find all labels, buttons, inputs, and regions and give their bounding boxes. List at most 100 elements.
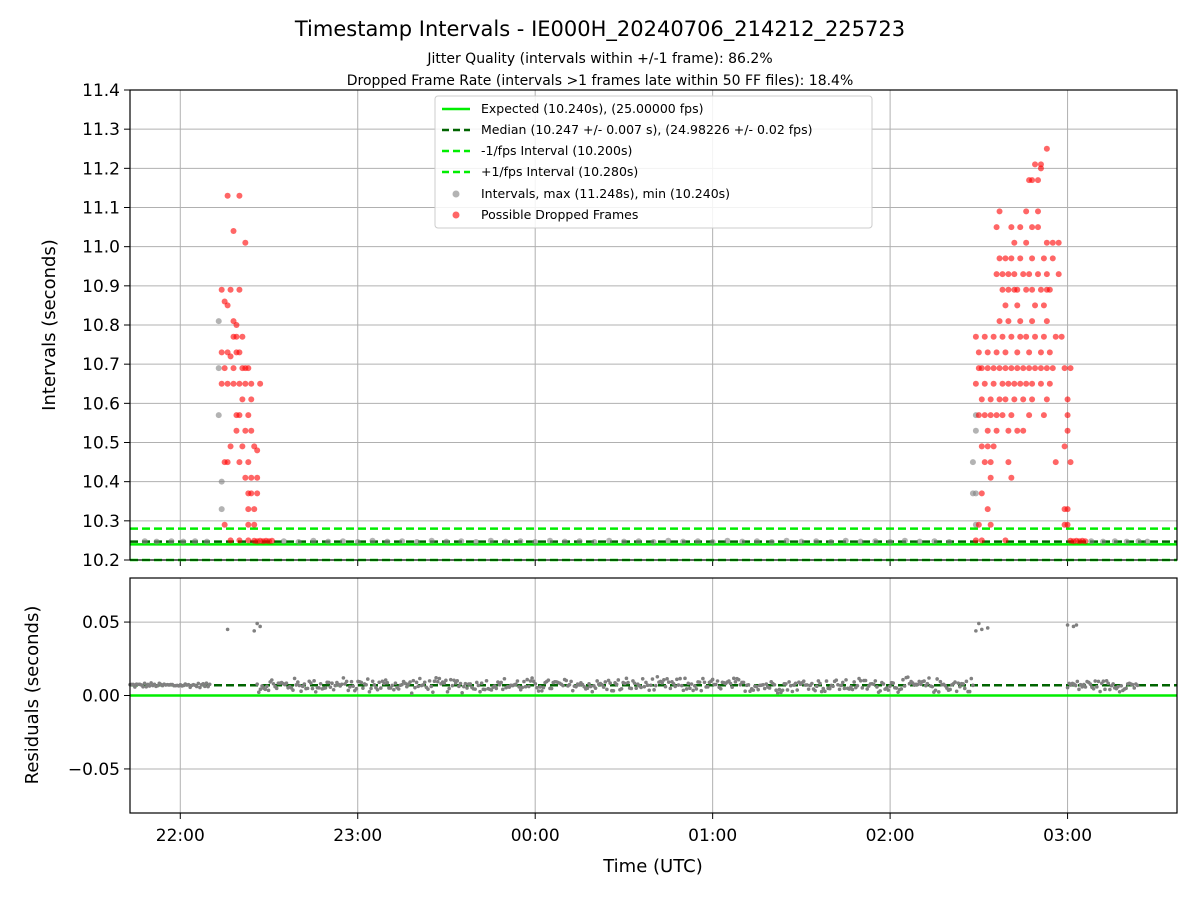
residual-point (405, 684, 409, 689)
dropped-frame-point (1040, 412, 1047, 419)
interval-point (215, 412, 222, 419)
residual-point (865, 687, 869, 691)
residual-point (616, 678, 621, 682)
residual-point (196, 681, 201, 686)
dropped-frame-point (1020, 427, 1027, 434)
residual-point (569, 679, 573, 684)
residual-point (741, 680, 746, 685)
interval-point (768, 538, 775, 545)
interval-point (369, 537, 376, 544)
residual-point (806, 687, 811, 691)
residual-point (514, 682, 518, 686)
residual-point (1075, 679, 1080, 684)
residual-point (265, 684, 269, 689)
residual-point (499, 680, 503, 685)
residual-point (787, 680, 791, 684)
dropped-frame-point (239, 443, 246, 450)
interval-point (280, 538, 287, 545)
interval-point (218, 506, 225, 513)
dropped-frame-point (990, 333, 997, 340)
residual-point (421, 683, 425, 687)
residual-point (652, 688, 656, 692)
residual-point (1106, 681, 1111, 686)
dropped-frame-point (1023, 286, 1030, 293)
residual-point (284, 681, 289, 685)
interval-point (620, 538, 627, 545)
dropped-frame-point (1029, 255, 1036, 262)
residual-point (906, 675, 910, 679)
residual-point (785, 688, 790, 692)
dropped-frame-point (1005, 271, 1012, 278)
interval-point (872, 538, 879, 545)
residual-point (736, 677, 741, 682)
dropped-frame-point (221, 365, 228, 372)
dropped-frame-point (1002, 365, 1009, 372)
residual-point (881, 682, 886, 686)
dropped-frame-point (221, 521, 228, 528)
residual-point (915, 682, 920, 687)
dropped-frame-point (1008, 224, 1015, 231)
interval-point (576, 538, 583, 545)
residual-point (751, 688, 756, 692)
legend-intervals: Intervals, max (11.248s), min (10.240s) (481, 186, 730, 201)
dropped-frame-point (245, 521, 252, 528)
legend: Expected (10.240s), (25.00000 fps) Media… (434, 95, 873, 229)
residual-point (814, 684, 819, 689)
dropped-frame-point (239, 396, 246, 403)
residual-point (585, 686, 590, 691)
dropped-frame-point (254, 474, 261, 481)
dropped-frame-point (1052, 333, 1059, 340)
residual-point (258, 687, 263, 691)
residual-point (299, 689, 303, 694)
dropped-frame-point (981, 380, 988, 387)
dropped-frame-point (984, 443, 991, 450)
residuals-y-tick-label: 0.00 (82, 687, 120, 707)
residual-point (323, 686, 328, 690)
residual-point (967, 689, 972, 694)
residual-point (624, 676, 629, 681)
residual-point (367, 690, 372, 694)
dropped-frame-point (1034, 177, 1041, 184)
residual-point (933, 688, 938, 693)
dropped-frame-point (1040, 255, 1047, 262)
residual-outlier-point (974, 629, 978, 633)
residual-point (1124, 686, 1128, 691)
residual-point (312, 679, 316, 683)
chart-subtitle-jitter: Jitter Quality (intervals within +/-1 fr… (426, 51, 772, 67)
residual-point (452, 678, 456, 683)
residual-point (392, 688, 396, 692)
residual-point (302, 682, 307, 686)
residual-point (426, 687, 430, 691)
dropped-frame-point (987, 412, 994, 419)
dropped-frame-point (1034, 224, 1041, 231)
dropped-frame-point (1005, 459, 1012, 466)
dropped-frame-point (242, 474, 249, 481)
interval-point (310, 537, 317, 544)
interval-point (428, 537, 435, 544)
residual-point (655, 674, 660, 679)
dropped-frame-point (987, 521, 994, 528)
dropped-frame-point (224, 192, 231, 199)
residuals-axes-frame (129, 577, 1178, 814)
dropped-frame-point (1023, 208, 1030, 215)
residual-point (1096, 679, 1101, 684)
dropped-frame-point (1046, 349, 1053, 356)
residual-outlier-point (1074, 623, 1079, 627)
residual-point (414, 680, 419, 685)
dropped-frame-point (1011, 271, 1018, 278)
dropped-frame-point (993, 349, 1000, 356)
dropped-frame-point (224, 380, 231, 387)
residual-point (361, 686, 365, 690)
dropped-frame-point (236, 459, 243, 466)
residual-point (194, 684, 199, 689)
dropped-frame-point (1034, 208, 1041, 215)
residual-point (142, 681, 147, 686)
dropped-frame-point (236, 380, 243, 387)
dropped-frame-point (1064, 521, 1071, 528)
dropped-frame-point (999, 380, 1006, 387)
residual-point (840, 680, 845, 685)
dropped-frame-point (1029, 224, 1036, 231)
residual-point (718, 686, 723, 691)
residual-point (590, 689, 595, 694)
residual-point (416, 684, 421, 689)
